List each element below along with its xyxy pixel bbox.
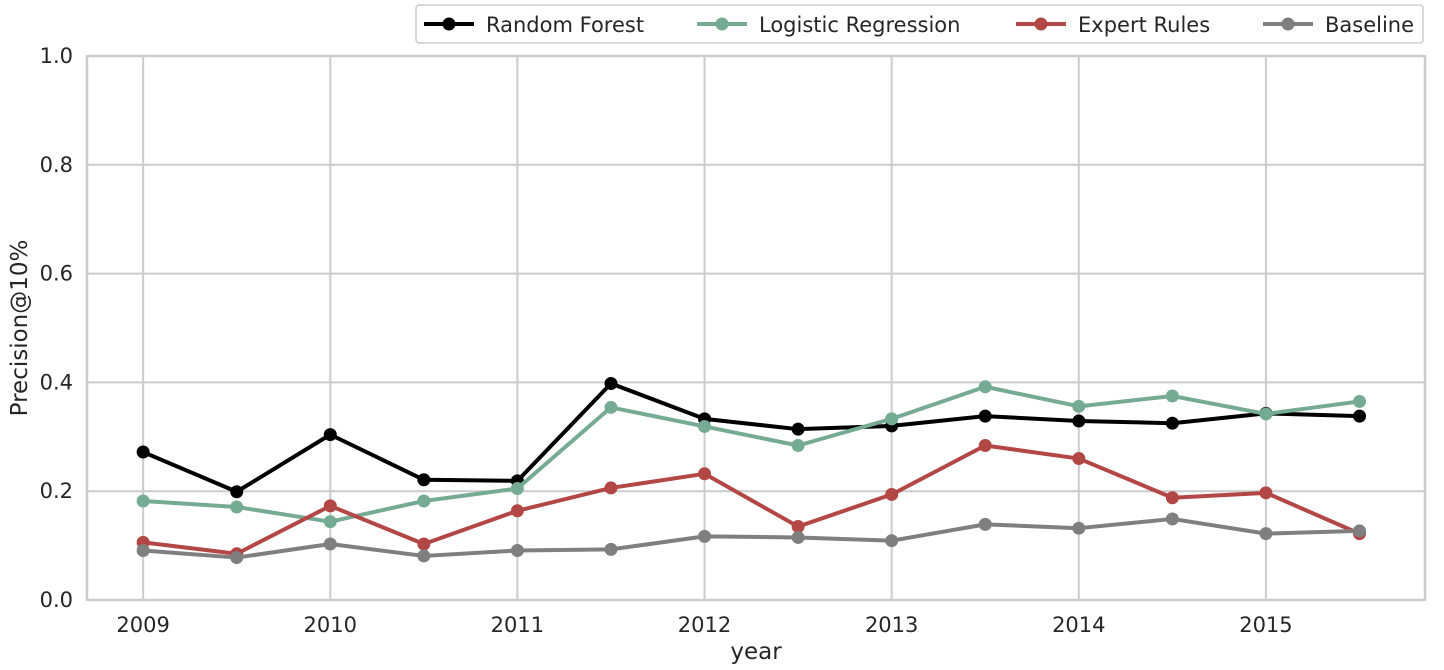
data-point [417, 494, 431, 508]
series-logistic-regression [136, 380, 1367, 529]
data-point [1165, 416, 1179, 430]
x-tick-label: 2014 [1052, 613, 1105, 637]
data-point [417, 473, 431, 487]
legend-entry: Expert Rules [1016, 13, 1210, 37]
legend-box [415, 4, 1424, 44]
data-point [1072, 414, 1086, 428]
legend-label: Baseline [1325, 13, 1414, 37]
series-expert-rules [136, 439, 1367, 561]
data-point [791, 422, 805, 436]
data-point [230, 551, 244, 565]
data-point [885, 534, 899, 548]
data-point [1259, 407, 1273, 421]
data-point [1072, 452, 1086, 466]
x-axis-ticks: 2009 2010 2011 2012 2013 2014 2015 [116, 613, 1292, 637]
data-point [978, 409, 992, 423]
x-tick-label: 2010 [304, 613, 357, 637]
data-point [136, 543, 150, 557]
legend-entry: Logistic Regression [697, 13, 960, 37]
y-axis-title: Precision@10% [7, 240, 33, 417]
data-point [791, 530, 805, 544]
data-point [136, 494, 150, 508]
data-point [604, 376, 618, 390]
data-point [604, 481, 618, 495]
y-tick-label: 0.4 [40, 370, 73, 394]
data-point [885, 487, 899, 501]
x-axis-title: year [730, 639, 782, 665]
data-point [1072, 399, 1086, 413]
data-point [698, 529, 712, 543]
grid-lines [87, 55, 1425, 601]
data-point [978, 439, 992, 453]
data-point [136, 445, 150, 459]
x-tick-label: 2013 [865, 613, 918, 637]
plot-frame [85, 54, 1427, 602]
y-tick-label: 0.2 [40, 479, 73, 503]
y-tick-label: 1.0 [40, 44, 73, 68]
x-tick-label: 2015 [1239, 613, 1292, 637]
legend-entry: Baseline [1263, 13, 1414, 37]
series-line [142, 443, 1361, 556]
data-point [323, 499, 337, 513]
data-point [978, 380, 992, 394]
y-axis-ticks: 0.0 0.2 0.4 0.6 0.8 1.0 [40, 44, 73, 612]
data-point [510, 543, 524, 557]
data-point [323, 515, 337, 529]
data-point [510, 504, 524, 518]
data-point [510, 481, 524, 495]
legend-label: Random Forest [486, 13, 644, 37]
data-point [698, 419, 712, 433]
x-tick-label: 2012 [678, 613, 731, 637]
data-point [1165, 512, 1179, 526]
data-point [791, 439, 805, 453]
series-layer [136, 376, 1367, 565]
data-point [323, 428, 337, 442]
y-tick-label: 0.6 [40, 262, 73, 286]
data-point [1353, 394, 1367, 408]
series-line [142, 516, 1360, 560]
data-point [791, 520, 805, 534]
data-point [417, 549, 431, 563]
data-point [230, 500, 244, 514]
data-point [978, 517, 992, 531]
y-tick-label: 0.8 [40, 153, 73, 177]
data-point [885, 412, 899, 426]
data-point [604, 542, 618, 556]
series-line [142, 381, 1360, 494]
x-tick-label: 2009 [116, 613, 169, 637]
data-point [1072, 521, 1086, 535]
data-point [604, 400, 618, 414]
legend-label: Logistic Regression [759, 13, 960, 37]
data-point [698, 467, 712, 481]
legend-swatch-marker [715, 17, 729, 31]
legend-swatch-marker [1281, 17, 1295, 31]
legend-swatch-marker [442, 17, 456, 31]
data-point [1165, 491, 1179, 505]
data-point [1259, 527, 1273, 541]
y-tick-label: 0.0 [40, 588, 73, 612]
data-point [230, 485, 244, 499]
data-point [1259, 486, 1273, 500]
data-point [1353, 409, 1367, 423]
series-line [143, 384, 1360, 524]
legend: Random Forest Logistic Regression Expert R… [415, 4, 1424, 44]
data-point [323, 537, 337, 551]
data-point [1353, 524, 1367, 538]
data-point [417, 537, 431, 551]
legend-swatch-marker [1034, 17, 1048, 31]
legend-entry: Random Forest [424, 13, 644, 37]
series-baseline [136, 512, 1367, 565]
x-tick-label: 2011 [491, 613, 544, 637]
legend-label: Expert Rules [1078, 13, 1210, 37]
data-point [1165, 389, 1179, 403]
